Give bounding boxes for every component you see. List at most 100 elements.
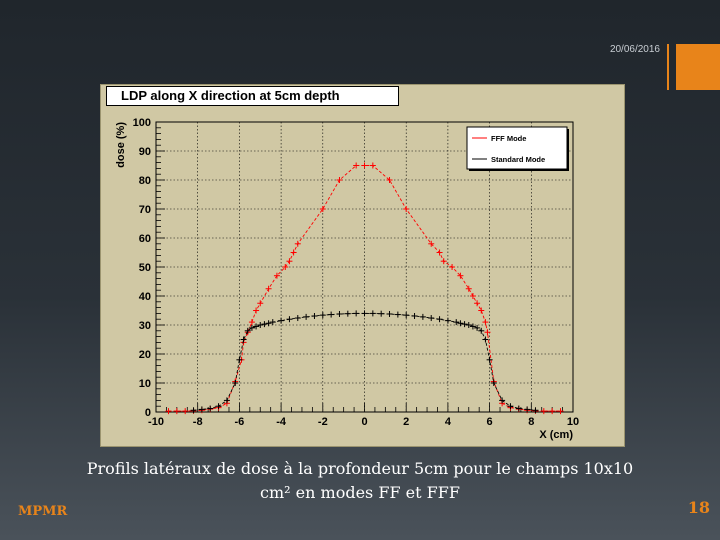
series-point-fff-mode bbox=[165, 408, 172, 415]
series-point-fff-mode bbox=[253, 307, 260, 314]
x-tick-label: 0 bbox=[361, 416, 367, 428]
series-point-fff-mode bbox=[484, 329, 491, 336]
series-point-standard-mode bbox=[419, 313, 426, 320]
series-point-fff-mode bbox=[428, 240, 435, 247]
series-point-standard-mode bbox=[507, 403, 514, 410]
series-point-standard-mode bbox=[353, 310, 360, 317]
series-point-standard-mode bbox=[336, 310, 343, 317]
series-point-fff-mode bbox=[361, 162, 368, 169]
legend-label: FFF Mode bbox=[491, 134, 526, 143]
y-tick-label: 90 bbox=[139, 146, 151, 158]
y-axis-label: dose (%) bbox=[115, 122, 127, 168]
y-tick-label: 20 bbox=[139, 349, 151, 361]
x-tick-label: 8 bbox=[528, 416, 534, 428]
x-tick-label: -4 bbox=[276, 416, 287, 428]
series-point-standard-mode bbox=[436, 316, 443, 323]
series-point-fff-mode bbox=[294, 240, 301, 247]
series-point-standard-mode bbox=[411, 313, 418, 320]
series-point-fff-mode bbox=[465, 285, 472, 292]
footer-logo-text: MPMR bbox=[18, 504, 68, 519]
y-tick-label: 50 bbox=[139, 262, 151, 274]
y-tick-label: 100 bbox=[133, 117, 151, 129]
series-point-fff-mode bbox=[319, 206, 326, 212]
series-point-standard-mode bbox=[465, 322, 472, 328]
series-point-standard-mode bbox=[474, 324, 481, 331]
slide-date: 20/06/2016 bbox=[609, 44, 660, 55]
series-point-standard-mode bbox=[469, 323, 476, 330]
series-point-standard-mode bbox=[499, 397, 506, 404]
series-point-fff-mode bbox=[557, 408, 564, 415]
series-point-standard-mode bbox=[240, 336, 247, 343]
series-point-standard-mode bbox=[453, 319, 460, 326]
series-point-standard-mode bbox=[232, 380, 239, 386]
legend-label: Standard Mode bbox=[491, 155, 545, 164]
series-point-standard-mode bbox=[265, 320, 272, 327]
x-tick-label: 6 bbox=[487, 416, 493, 428]
series-point-standard-mode bbox=[244, 327, 251, 334]
series-point-standard-mode bbox=[369, 310, 376, 317]
series-point-fff-mode bbox=[282, 264, 289, 270]
series-point-fff-mode bbox=[436, 249, 443, 256]
series-point-fff-mode bbox=[449, 264, 456, 270]
series-point-fff-mode bbox=[469, 293, 476, 299]
series-line-fff-mode bbox=[168, 165, 561, 412]
series-point-standard-mode bbox=[236, 356, 243, 363]
series-point-standard-mode bbox=[461, 321, 468, 328]
x-tick-label: 10 bbox=[567, 416, 579, 428]
series-point-fff-mode bbox=[478, 307, 485, 314]
series-point-standard-mode bbox=[294, 315, 301, 322]
series-point-fff-mode bbox=[286, 258, 293, 265]
y-tick-label: 10 bbox=[139, 378, 151, 390]
series-point-standard-mode bbox=[286, 316, 293, 323]
series-point-standard-mode bbox=[361, 310, 368, 317]
accent-block bbox=[676, 44, 720, 90]
accent-divider bbox=[667, 44, 669, 90]
series-point-fff-mode bbox=[403, 206, 410, 212]
series-point-standard-mode bbox=[486, 356, 493, 363]
series-point-standard-mode bbox=[223, 397, 230, 404]
x-tick-label: 4 bbox=[445, 416, 452, 428]
series-point-fff-mode bbox=[482, 319, 489, 326]
y-tick-label: 40 bbox=[139, 291, 151, 303]
series-point-standard-mode bbox=[278, 317, 285, 324]
series-point-fff-mode bbox=[273, 272, 280, 279]
y-tick-label: 80 bbox=[139, 175, 151, 187]
series-point-standard-mode bbox=[515, 405, 522, 412]
chart-title: LDP along X direction at 5cm depth bbox=[106, 86, 399, 106]
x-tick-label: -10 bbox=[148, 416, 164, 428]
legend: FFF Mode Standard Mode bbox=[466, 126, 569, 171]
series-point-standard-mode bbox=[532, 407, 539, 414]
series-point-standard-mode bbox=[207, 405, 214, 412]
x-axis-label: X (cm) bbox=[539, 429, 573, 441]
series-point-fff-mode bbox=[182, 408, 189, 415]
series-point-standard-mode bbox=[257, 322, 264, 328]
series-point-standard-mode bbox=[190, 407, 197, 414]
series-point-standard-mode bbox=[198, 406, 205, 413]
series-point-standard-mode bbox=[311, 313, 318, 320]
series-point-fff-mode bbox=[173, 408, 180, 415]
x-tick-label: 2 bbox=[403, 416, 409, 428]
series-point-standard-mode bbox=[319, 312, 326, 319]
series-point-fff-mode bbox=[290, 249, 297, 256]
series-point-standard-mode bbox=[394, 311, 401, 318]
series-point-fff-mode bbox=[440, 258, 447, 265]
series-point-fff-mode bbox=[457, 272, 464, 279]
series-point-fff-mode bbox=[265, 285, 272, 292]
series-point-standard-mode bbox=[215, 403, 222, 410]
y-tick-label: 70 bbox=[139, 204, 151, 216]
series-point-standard-mode bbox=[444, 317, 451, 324]
dose-profile-chart: -10 -8 -6 -4 -2 0 2 4 6 8 10 0 10 20 30 40 50 60 70 80 90 100… bbox=[100, 84, 625, 447]
series-point-standard-mode bbox=[482, 336, 489, 343]
axes-layer: -10 -8 -6 -4 -2 0 2 4 6 8 100102030405060708090100… bbox=[115, 117, 579, 441]
series-point-standard-mode bbox=[524, 406, 531, 413]
slide-caption: Profils latéraux de dose à la profondeur… bbox=[86, 459, 634, 502]
series-point-standard-mode bbox=[457, 320, 464, 327]
y-tick-label: 60 bbox=[139, 233, 151, 245]
series-layer bbox=[165, 162, 564, 415]
chart-canvas: -10 -8 -6 -4 -2 0 2 4 6 8 100102030405060708090100… bbox=[115, 117, 579, 441]
series-point-fff-mode bbox=[257, 300, 264, 307]
series-point-fff-mode bbox=[353, 162, 360, 169]
series-point-fff-mode bbox=[248, 319, 255, 326]
series-point-standard-mode bbox=[261, 321, 268, 328]
series-point-fff-mode bbox=[369, 162, 376, 169]
